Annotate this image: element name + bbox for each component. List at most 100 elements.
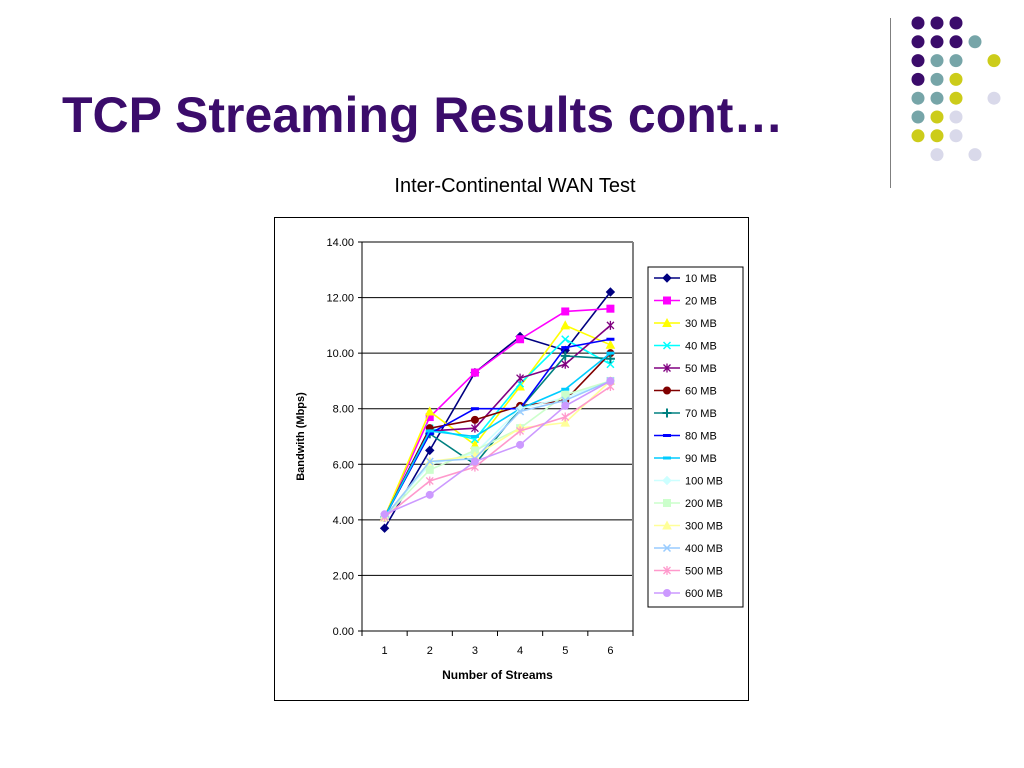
legend-item: 30 MB [654, 317, 717, 330]
legend-swatch-marker [662, 317, 672, 327]
data-point [605, 287, 616, 297]
legend-swatch-marker [663, 296, 671, 305]
title-divider-line [890, 18, 891, 188]
data-point [561, 359, 570, 369]
decorative-dot [968, 148, 982, 162]
decorative-dot [930, 16, 944, 30]
legend-label: 50 MB [685, 363, 717, 375]
data-point [516, 373, 525, 383]
data-point [470, 368, 479, 377]
series-line [384, 380, 611, 518]
data-point [516, 440, 525, 449]
chart-title: Inter-Continental WAN Test [394, 175, 636, 197]
decorative-dot [911, 16, 925, 30]
data-point [561, 307, 570, 316]
data-point [560, 351, 570, 361]
data-point [379, 523, 390, 533]
data-point [560, 320, 571, 330]
data-point [424, 406, 435, 416]
data-point [516, 407, 525, 416]
data-point [425, 476, 434, 486]
legend-item: 100 MB [654, 476, 723, 488]
data-point [425, 429, 434, 433]
legend-swatch-marker [662, 341, 672, 350]
series-line [384, 385, 611, 518]
decorative-dot [930, 148, 944, 162]
legend-label: 200 MB [685, 498, 723, 510]
legend-swatch-marker [663, 386, 671, 395]
data-point [606, 360, 615, 369]
decorative-dot [987, 91, 1001, 105]
legend-swatch-marker [662, 520, 672, 530]
data-point [606, 320, 615, 330]
legend-label: 600 MB [685, 588, 723, 600]
series-line [383, 380, 611, 518]
y-tick-label: 14.00 [326, 237, 354, 249]
data-point [470, 435, 479, 438]
legend-item: 80 MB [654, 431, 717, 443]
decorative-dot [949, 129, 963, 143]
legend-label: 400 MB [685, 543, 723, 555]
y-tick-label: 2.00 [333, 570, 354, 582]
legend-item: 200 MB [654, 498, 723, 510]
decorative-dot [968, 35, 982, 49]
data-point [470, 457, 479, 466]
decorative-dot [930, 91, 944, 105]
legend-swatch-marker [662, 475, 672, 486]
legend-item: 70 MB [654, 408, 717, 420]
y-tick-label: 6.00 [333, 459, 354, 471]
data-point [606, 376, 615, 385]
series-line [383, 352, 611, 518]
series-600-mb [380, 376, 615, 519]
y-tick-label: 12.00 [326, 293, 354, 305]
data-point [470, 423, 479, 433]
legend-item: 60 MB [654, 386, 717, 398]
data-point [470, 415, 479, 424]
legend-swatch-marker [663, 363, 671, 373]
y-tick-label: 10.00 [326, 348, 354, 360]
series-line [383, 338, 611, 518]
series-line [383, 307, 611, 518]
data-point [425, 432, 434, 436]
decorative-dot [930, 54, 944, 68]
x-tick-label: 2 [427, 645, 433, 657]
data-point [425, 490, 434, 499]
legend-label: 30 MB [685, 318, 717, 330]
data-point [561, 335, 570, 344]
decorative-dot [930, 129, 944, 143]
y-axis-title: Bandwith (Mbps) [295, 392, 307, 481]
data-point [606, 337, 615, 341]
legend-swatch-marker [662, 408, 672, 418]
series-line [384, 380, 611, 516]
legend-item: 600 MB [654, 588, 723, 600]
decorative-dot [949, 35, 963, 49]
decorative-dot [911, 91, 925, 105]
legend-label: 90 MB [685, 453, 717, 465]
legend-item: 40 MB [654, 341, 717, 353]
decorative-dot [911, 129, 925, 143]
x-tick-label: 1 [382, 645, 388, 657]
legend-swatch-marker [663, 589, 671, 597]
decorative-dot [911, 110, 925, 124]
decorative-dot [949, 91, 963, 105]
x-tick-label: 5 [562, 645, 568, 657]
legend-swatch-marker [663, 434, 671, 437]
legend-label: 10 MB [685, 273, 717, 285]
data-point [561, 346, 570, 350]
decorative-dot [930, 72, 944, 86]
data-point [380, 510, 389, 519]
decorative-dot [930, 35, 944, 49]
legend-label: 300 MB [685, 521, 723, 533]
legend-item: 50 MB [654, 363, 717, 375]
data-point [516, 335, 525, 344]
legend-label: 70 MB [685, 408, 717, 420]
series-line [383, 380, 611, 518]
legend-swatch-marker [663, 456, 671, 460]
decorative-dot [911, 54, 925, 68]
data-point [561, 401, 570, 410]
legend-item: 500 MB [654, 566, 723, 578]
data-point [605, 354, 615, 364]
decorative-dot [949, 16, 963, 30]
data-point [425, 457, 434, 466]
